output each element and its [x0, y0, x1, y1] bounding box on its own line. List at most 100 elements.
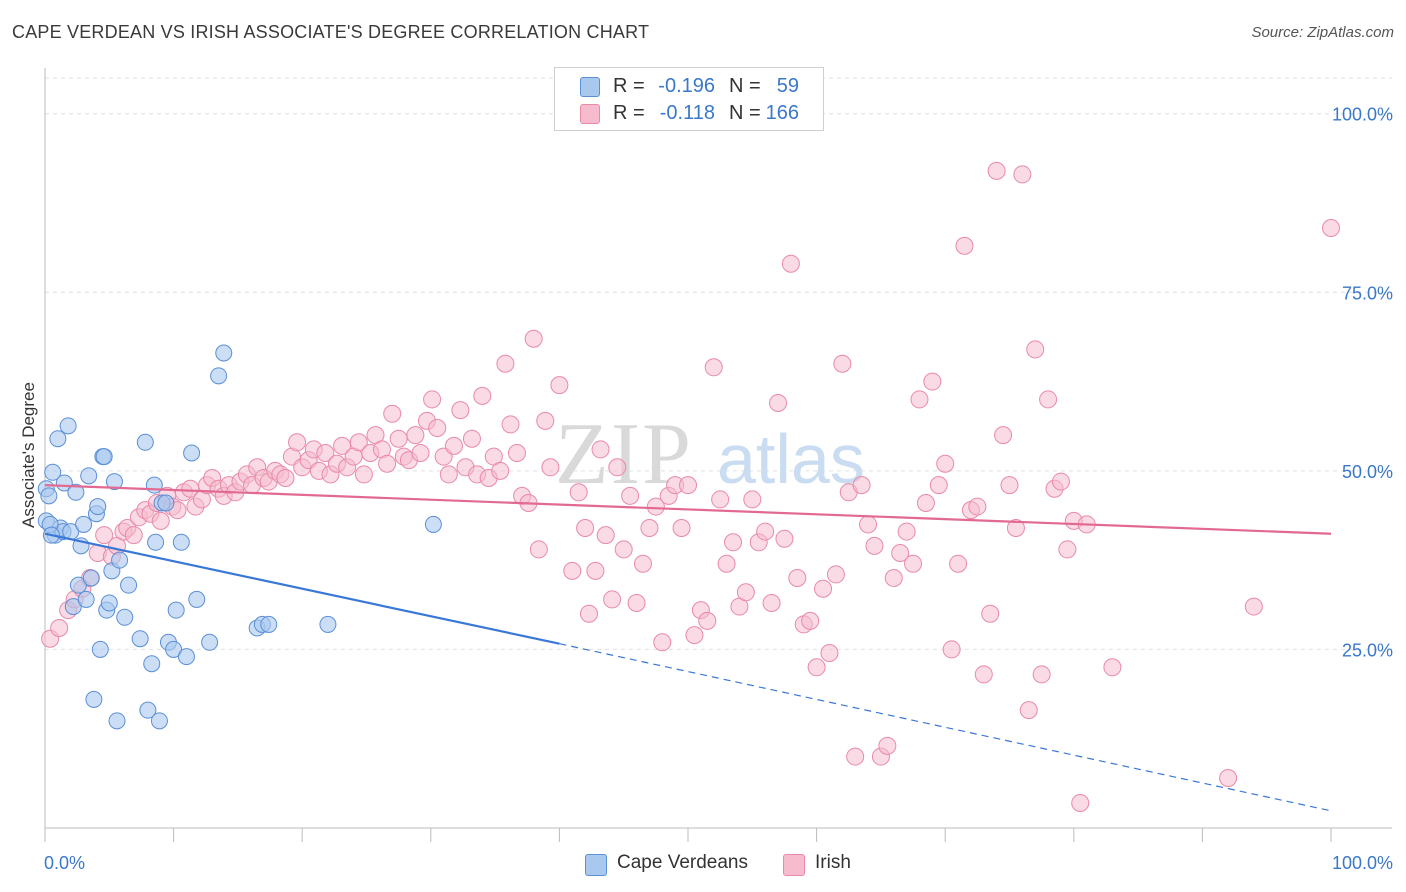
irish-point [743, 490, 762, 509]
irish-point [50, 619, 69, 637]
irish-point [627, 594, 646, 612]
irish-point [349, 433, 368, 452]
cape-verdean-point [69, 576, 87, 594]
cape-verdean-point [59, 417, 77, 435]
irish-point [614, 540, 633, 559]
bottom-legend-label-pink: Irish [815, 852, 851, 873]
cape-verdean-point [424, 515, 442, 533]
irish-point [579, 604, 598, 623]
irish-point [411, 444, 430, 462]
irish-point [916, 494, 935, 512]
irish-point [451, 401, 470, 420]
y-tick-label: 50.0% [1342, 462, 1393, 482]
irish-point [124, 526, 143, 545]
cape-verdean-point [75, 515, 93, 533]
irish-point [586, 561, 605, 580]
irish-point [891, 544, 910, 562]
irish-point [1058, 540, 1077, 559]
irish-point [981, 604, 1000, 623]
irish-point [462, 429, 481, 448]
y-axis-label: Associate's Degree [19, 382, 38, 528]
cape-verdean-points [37, 344, 442, 730]
irish-point [316, 444, 335, 462]
cape-verdean-point [80, 467, 98, 485]
irish-point [276, 469, 295, 487]
bottom-legend-label-blue: Cape Verdeans [617, 852, 748, 873]
legend-r-value: -0.196 [658, 75, 715, 97]
y-tick-label: 25.0% [1342, 640, 1393, 660]
irish-point [968, 497, 987, 516]
irish-point [473, 386, 492, 405]
watermark-atlas: atlas [717, 420, 865, 498]
cape-verdean-trend-line [44, 532, 560, 645]
cape-verdean-point [183, 444, 201, 462]
legend-n-label: N = [729, 75, 761, 97]
axes [44, 68, 1392, 842]
irish-point [378, 454, 397, 473]
irish-point [621, 486, 640, 505]
cape-verdean-point [157, 494, 175, 512]
legend-n-value: 166 [765, 102, 799, 124]
source-label: Source: ZipAtlas.com [1251, 24, 1394, 41]
irish-point [942, 640, 961, 659]
legend-r-label: R = [613, 102, 645, 124]
irish-point [685, 626, 704, 645]
irish-point [1103, 658, 1122, 677]
irish-point [846, 747, 865, 766]
cape-verdean-point [167, 601, 185, 619]
irish-point [1039, 390, 1058, 409]
cape-verdean-point [64, 598, 82, 616]
irish-point [781, 254, 800, 273]
irish-point [756, 522, 775, 541]
irish-point [826, 565, 845, 584]
irish-point [491, 461, 510, 480]
legend-n-value: 59 [776, 75, 799, 97]
irish-point [529, 540, 548, 559]
cape-verdean-point [77, 590, 95, 608]
irish-point [576, 519, 595, 537]
irish-point [801, 611, 820, 630]
legend-row-cape-verdeans: R = -0.196 N = 59 [555, 74, 823, 100]
irish-point [859, 515, 878, 534]
irish-point [563, 561, 582, 580]
irish-point [833, 354, 852, 373]
cape-verdean-point [44, 463, 62, 481]
irish-point [814, 579, 833, 598]
legend-swatch-pink [580, 104, 600, 124]
irish-point [775, 529, 794, 548]
irish-point [1013, 165, 1032, 184]
cape-verdean-point [136, 433, 154, 451]
cape-verdean-point [319, 615, 337, 633]
irish-point [389, 429, 408, 448]
irish-point [1000, 476, 1019, 495]
cape-verdean-point [131, 630, 149, 648]
legend-row-irish: R = -0.118 N = 166 [555, 101, 823, 127]
irish-point [852, 476, 871, 495]
cape-verdean-point [82, 569, 100, 587]
irish-point [524, 329, 543, 348]
cape-verdean-point [210, 367, 228, 385]
irish-point [769, 394, 788, 412]
cape-verdean-point [260, 615, 278, 633]
cape-verdean-point [150, 712, 168, 730]
irish-point [423, 390, 442, 409]
cape-verdean-point [49, 430, 67, 448]
irish-point [724, 533, 743, 552]
irish-point [820, 644, 839, 662]
irish-point [550, 376, 569, 395]
irish-point [704, 358, 723, 377]
irish-point [1032, 665, 1051, 684]
irish-point [501, 415, 520, 434]
cape-verdean-point [67, 483, 85, 501]
irish-trend-line [44, 484, 1332, 535]
legend-r-label: R = [613, 75, 645, 97]
irish-point [596, 526, 615, 545]
x-tick-label-max: 100.0% [1332, 853, 1393, 873]
irish-point [541, 458, 560, 477]
irish-point [1006, 519, 1025, 537]
bottom-legend-swatch-pink [783, 854, 805, 876]
irish-point [640, 519, 659, 537]
cape-verdean-point [177, 648, 195, 666]
irish-point [923, 372, 942, 391]
legend-r-value: -0.118 [659, 102, 715, 124]
